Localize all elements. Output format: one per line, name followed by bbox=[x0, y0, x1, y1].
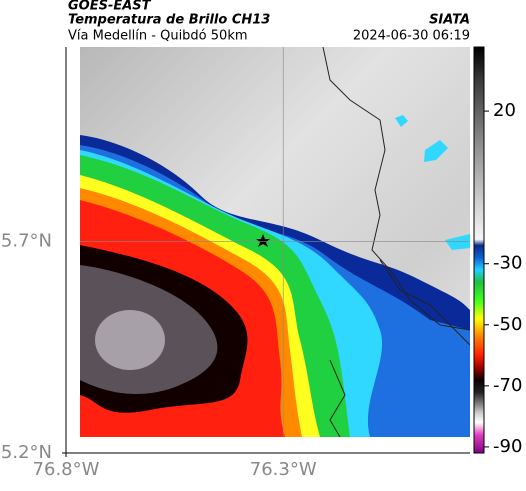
lon-tick-label: 76.8°W bbox=[33, 459, 100, 480]
brand: SIATA bbox=[429, 13, 470, 28]
subtitle: Vía Medellín - Quibdó 50km bbox=[68, 29, 248, 44]
colorbar-tick-label: -70 bbox=[493, 375, 522, 396]
lat-tick-label: 5.7°N bbox=[1, 231, 52, 252]
source: GOES-EAST bbox=[68, 0, 152, 14]
colorbar-tick-label: -50 bbox=[493, 314, 522, 335]
lon-tick-label: 76.3°W bbox=[250, 459, 317, 480]
satellite-image bbox=[80, 47, 470, 437]
colorbar-tick-label: -30 bbox=[493, 253, 522, 274]
colorbar-tick-label: 20 bbox=[493, 100, 516, 121]
colorbar bbox=[473, 46, 485, 454]
timestamp: 2024-06-30 06:19 bbox=[353, 29, 470, 44]
title: Temperatura de Brillo CH13 bbox=[68, 13, 270, 28]
lat-tick-label: 5.2°N bbox=[1, 442, 52, 463]
colorbar-tick-label: -90 bbox=[493, 436, 522, 457]
location-marker bbox=[256, 234, 270, 247]
